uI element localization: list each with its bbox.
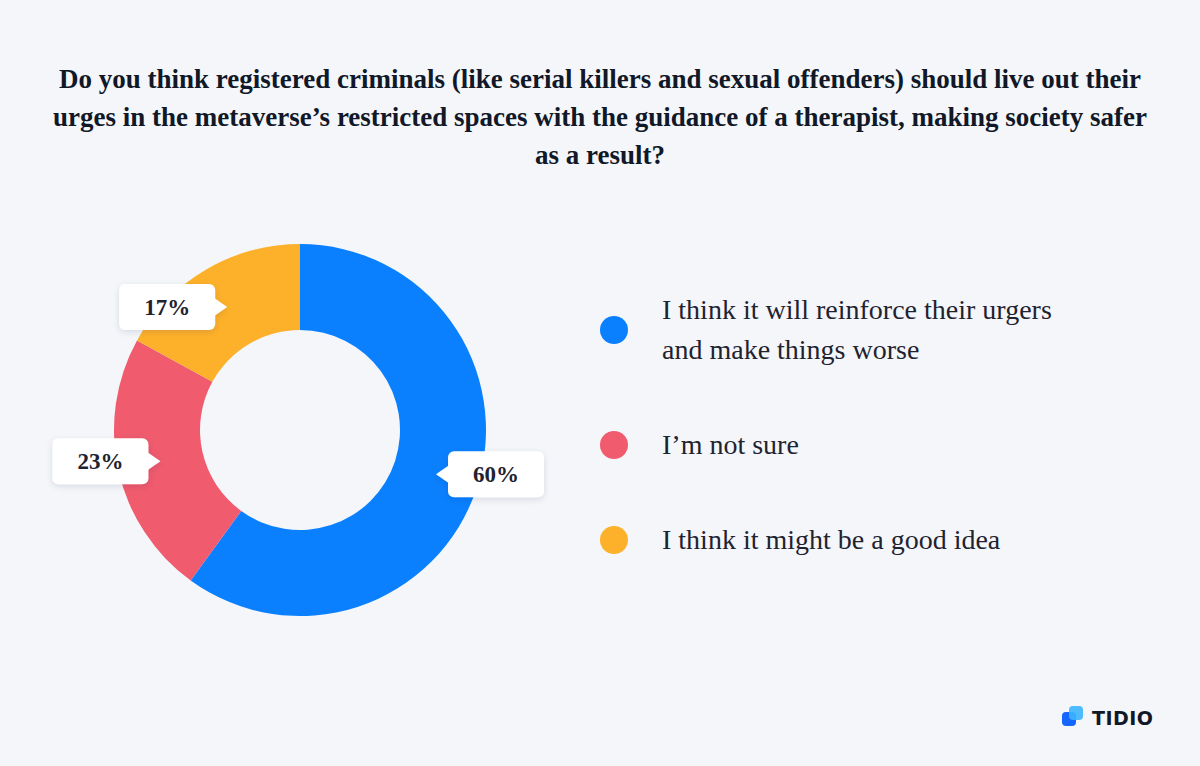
- data-label-pointer: [147, 452, 160, 470]
- data-label-bg: [52, 438, 148, 484]
- legend-item: I think it will reinforce their urgers a…: [600, 290, 1120, 370]
- data-label: 23%: [77, 449, 123, 474]
- legend-label: I’m not sure: [662, 425, 1082, 465]
- data-labels: 60% 23% 17%: [52, 284, 544, 497]
- legend-swatch: [600, 316, 628, 344]
- legend-label: I think it will reinforce their urgers a…: [662, 290, 1082, 370]
- brand: TIDIO: [1062, 706, 1154, 730]
- legend-label: I think it might be a good idea: [662, 520, 1082, 560]
- data-label-bg: [119, 284, 215, 330]
- legend-swatch: [600, 431, 628, 459]
- data-label-box: [52, 438, 160, 484]
- brand-icon-part: [1069, 706, 1083, 720]
- legend-item: I’m not sure: [600, 425, 1120, 465]
- data-label: 17%: [144, 295, 190, 320]
- data-label-pointer: [214, 298, 227, 316]
- data-label-box: [119, 284, 227, 330]
- chart-canvas: 60% 23% 17%: [0, 0, 1200, 766]
- slices: [114, 244, 486, 616]
- data-label: 60%: [473, 462, 519, 487]
- data-label-box: [436, 451, 544, 497]
- brand-text: TIDIO: [1092, 707, 1154, 729]
- data-label-bg: [448, 451, 544, 497]
- legend: I think it will reinforce their urgers a…: [600, 290, 1120, 560]
- legend-swatch: [600, 526, 628, 554]
- slice: [137, 244, 300, 382]
- chart-title: Do you think registered criminals (like …: [50, 60, 1150, 174]
- legend-item: I think it might be a good idea: [600, 520, 1120, 560]
- data-label-pointer: [436, 465, 449, 483]
- brand-icon: [1062, 706, 1086, 730]
